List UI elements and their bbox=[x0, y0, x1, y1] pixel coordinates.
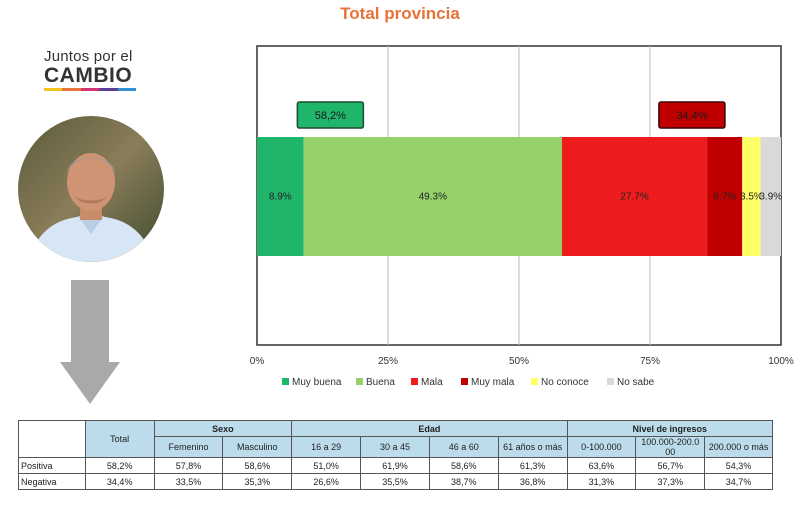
annotation-label: 58,2% bbox=[315, 110, 346, 122]
row-label: Positiva bbox=[18, 457, 86, 474]
table-cell: 54,3% bbox=[704, 457, 773, 474]
chart-title: Total provincia bbox=[340, 4, 460, 23]
table-cell: 51,0% bbox=[291, 457, 362, 474]
table-cell: 38,7% bbox=[428, 473, 499, 490]
bar-segment bbox=[257, 137, 304, 256]
table-corner bbox=[18, 420, 86, 458]
subheader: 61 años o más bbox=[497, 436, 568, 458]
stacked-bar-chart: 0% 25% 50% 75% 100% 8.9% 49.3% 27.7% 6.7% 3.5%3.9… bbox=[250, 45, 794, 388]
bar-data-label: 27.7% bbox=[620, 192, 648, 203]
logo-stripe-segment bbox=[99, 88, 118, 91]
subheader: 100.000-200.0 00 bbox=[635, 436, 706, 458]
bar-segment bbox=[707, 137, 743, 256]
logo-line-1: Juntos por el bbox=[44, 48, 133, 65]
subheader: Masculino bbox=[222, 436, 293, 458]
person-photo-icon bbox=[18, 116, 164, 262]
table-cell: 37,3% bbox=[635, 473, 706, 490]
annotation-box bbox=[296, 101, 365, 129]
x-tick-label: 75% bbox=[640, 356, 660, 367]
legend-swatch bbox=[356, 378, 363, 385]
bar-segment bbox=[303, 137, 562, 256]
logo-stripe bbox=[44, 88, 137, 91]
table-cell: 58,6% bbox=[428, 457, 499, 474]
bar-data-label: 8.9% bbox=[269, 192, 292, 203]
row-label: Negativa bbox=[18, 473, 86, 490]
legend-label: No conoce bbox=[541, 377, 589, 388]
legend-swatch bbox=[607, 378, 614, 385]
legend-label: Buena bbox=[366, 377, 395, 388]
table-cell: 58,6% bbox=[222, 457, 293, 474]
bar-data-label: 3.9% bbox=[759, 192, 782, 203]
table-cell: 35,3% bbox=[222, 473, 293, 490]
x-tick-label: 0% bbox=[250, 356, 265, 367]
legend-label: Muy mala bbox=[471, 377, 515, 388]
subheader: 46 a 60 bbox=[428, 436, 499, 458]
table-row: Positiva 58,2% 57,8% 58,6% 51,0% 61,9% 5… bbox=[18, 457, 773, 474]
legend-label: No sabe bbox=[617, 377, 655, 388]
subheader: 200.000 o más bbox=[704, 436, 773, 458]
x-tick-label: 25% bbox=[378, 356, 398, 367]
legend-swatch bbox=[282, 378, 289, 385]
table-cell: 63,6% bbox=[566, 457, 637, 474]
legend-label: Mala bbox=[421, 377, 443, 388]
legend-swatch bbox=[531, 378, 538, 385]
breakdown-table: Total Sexo Edad Nivel de ingresos Femeni… bbox=[18, 420, 773, 490]
table-cell: 56,7% bbox=[635, 457, 706, 474]
bar-data-label: 3.5% bbox=[740, 192, 763, 203]
group-ingresos: Nivel de ingresos bbox=[566, 420, 773, 437]
logo-stripe-segment bbox=[44, 88, 63, 91]
table-cell: 26,6% bbox=[291, 473, 362, 490]
subheader: 30 a 45 bbox=[360, 436, 430, 458]
table-cell: 61,9% bbox=[360, 457, 430, 474]
bar-segment bbox=[742, 137, 761, 256]
bar-data-label: 49.3% bbox=[419, 192, 447, 203]
group-edad: Edad bbox=[291, 420, 568, 437]
subheader: Femenino bbox=[153, 436, 224, 458]
legend-label: Muy buena bbox=[292, 377, 342, 388]
table-cell: 58,2% bbox=[84, 457, 155, 474]
legend-swatch bbox=[411, 378, 418, 385]
subheader: 16 a 29 bbox=[291, 436, 362, 458]
table-cell: 31,3% bbox=[566, 473, 637, 490]
logo-stripe-segment bbox=[117, 88, 137, 91]
col-total: Total bbox=[84, 420, 155, 458]
table-cell: 34,7% bbox=[704, 473, 773, 490]
annotation-box bbox=[658, 101, 726, 129]
table-cell: 35,5% bbox=[360, 473, 430, 490]
table-cell: 34,4% bbox=[84, 473, 155, 490]
logo-stripe-segment bbox=[80, 88, 100, 91]
table-cell: 33,5% bbox=[153, 473, 224, 490]
logo-line-2: CAMBIO bbox=[44, 64, 133, 87]
x-tick-label: 100% bbox=[768, 356, 794, 367]
table-cell: 57,8% bbox=[153, 457, 224, 474]
bar-segment bbox=[760, 137, 781, 256]
x-tick-label: 50% bbox=[509, 356, 529, 367]
table-row: Negativa 34,4% 33,5% 35,3% 26,6% 35,5% 3… bbox=[18, 473, 773, 490]
party-logo: Juntos por el CAMBIO bbox=[44, 48, 154, 91]
subheader: 0-100.000 bbox=[566, 436, 637, 458]
bar-data-label: 6.7% bbox=[713, 192, 736, 203]
down-arrow-icon bbox=[60, 280, 120, 409]
logo-stripe-segment bbox=[62, 88, 81, 91]
table-cell: 61,3% bbox=[497, 457, 568, 474]
portrait-photo bbox=[18, 116, 164, 262]
table-cell: 36,8% bbox=[497, 473, 568, 490]
bar-segment bbox=[561, 137, 708, 256]
legend-swatch bbox=[461, 378, 468, 385]
annotation-label: 34,4% bbox=[676, 110, 707, 122]
group-sexo: Sexo bbox=[153, 420, 293, 437]
